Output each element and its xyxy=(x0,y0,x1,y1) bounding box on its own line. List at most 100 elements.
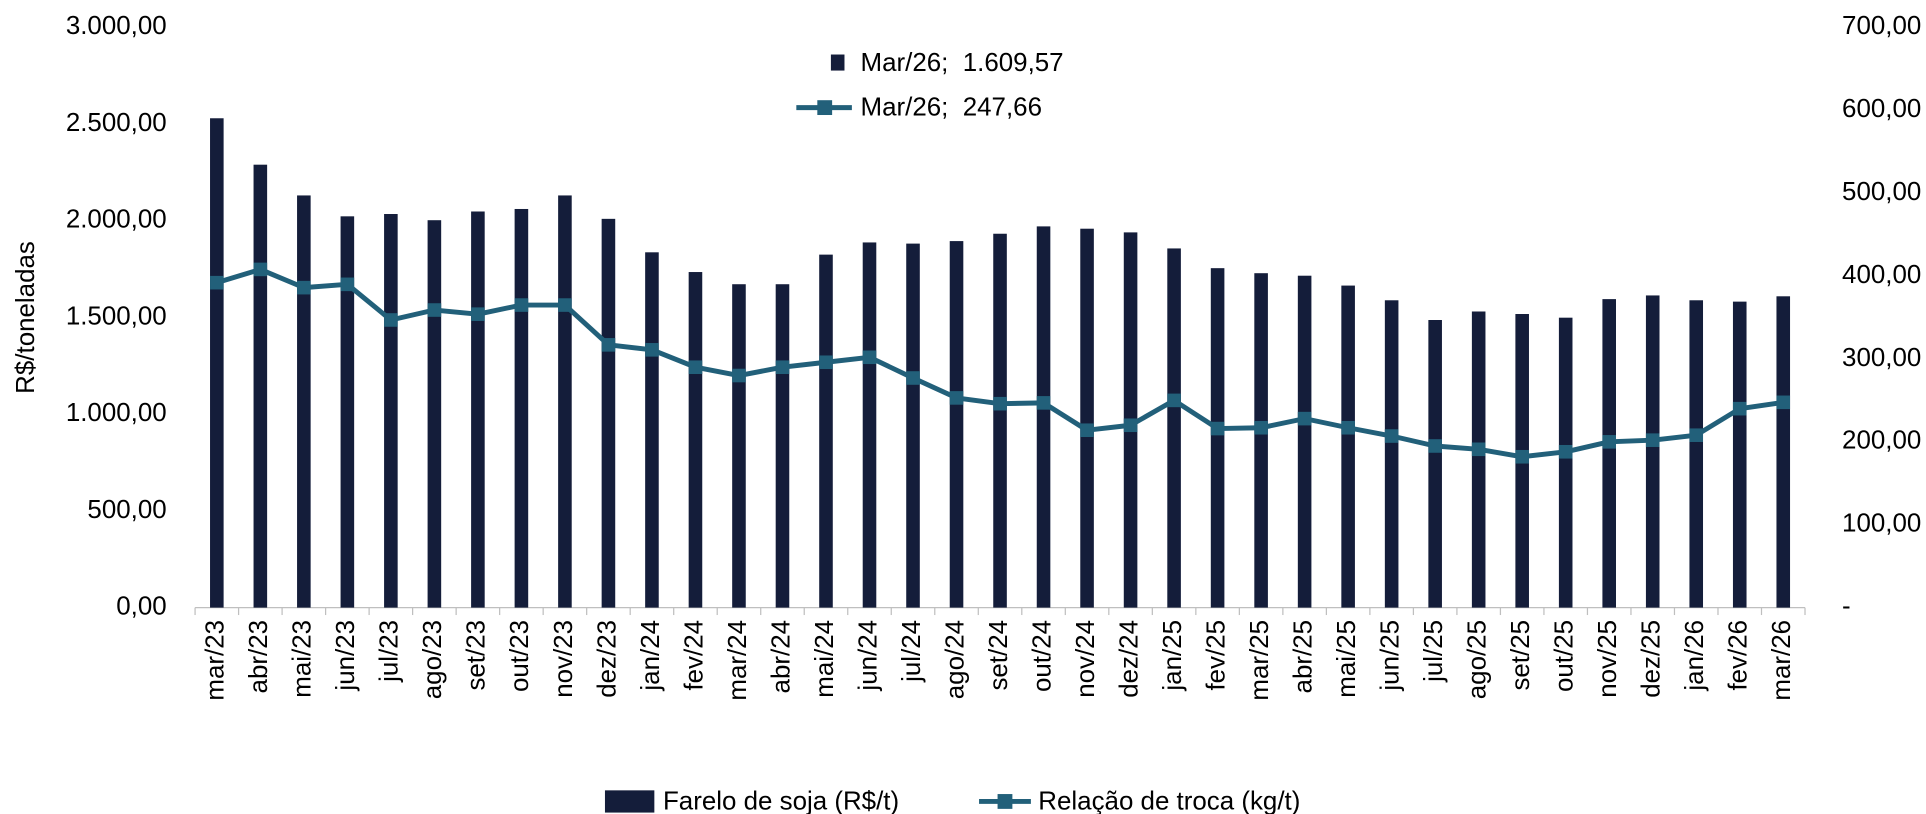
line-marker xyxy=(645,343,659,357)
x-tick-label: out/23 xyxy=(506,620,534,692)
x-tick-label: set/24 xyxy=(985,620,1013,691)
line-marker xyxy=(1123,418,1138,433)
legend-swatch xyxy=(604,790,655,813)
legend-label: Farelo de soja (R$/t) xyxy=(663,788,899,814)
line-marker xyxy=(1254,420,1268,435)
line-marker xyxy=(862,350,877,365)
line-marker xyxy=(1732,401,1747,416)
line-marker xyxy=(1080,423,1094,438)
bar xyxy=(862,242,877,608)
line-marker xyxy=(471,307,485,321)
line-marker xyxy=(1689,428,1704,442)
line-marker xyxy=(949,391,964,405)
line-marker xyxy=(1776,395,1791,410)
x-tick-label: fev/24 xyxy=(680,620,708,691)
bar xyxy=(1036,226,1051,608)
y2-tick-label: 300,00 xyxy=(1842,344,1921,372)
bar xyxy=(427,220,442,608)
line-marker xyxy=(1384,429,1399,443)
line-marker xyxy=(1167,393,1181,408)
bar xyxy=(1210,268,1225,608)
x-tick-label: out/24 xyxy=(1028,620,1056,692)
line-marker xyxy=(1297,411,1312,426)
line-marker xyxy=(993,396,1007,411)
y-tick-label: 2.000,00 xyxy=(66,206,167,234)
line-marker xyxy=(1558,444,1573,459)
annotation-marker xyxy=(830,54,845,71)
y2-tick-label: 500,00 xyxy=(1842,178,1921,206)
y-tick-label: 1.000,00 xyxy=(66,399,167,427)
bar xyxy=(514,208,529,608)
line-marker xyxy=(601,338,616,352)
bar xyxy=(601,218,616,608)
x-tick-label: ago/23 xyxy=(419,620,447,699)
x-tick-label: jan/24 xyxy=(637,620,665,692)
bar xyxy=(1428,320,1442,608)
y-tick-label: 2.500,00 xyxy=(66,109,167,137)
line-marker xyxy=(1515,449,1529,464)
line-marker xyxy=(1210,421,1225,436)
x-tick-label: jun/25 xyxy=(1376,620,1404,692)
bar xyxy=(949,241,964,608)
bar xyxy=(297,195,311,608)
bar xyxy=(1471,311,1486,608)
x-tick-label: set/25 xyxy=(1507,620,1535,691)
x-tick-label: mar/24 xyxy=(724,620,752,701)
x-tick-label: jun/24 xyxy=(854,620,882,692)
x-tick-label: mar/25 xyxy=(1246,620,1274,701)
bar xyxy=(253,164,268,608)
x-tick-label: mar/23 xyxy=(202,620,230,701)
legend-swatch xyxy=(997,794,1013,809)
x-tick-label: mai/23 xyxy=(289,620,317,698)
y-tick-label: 3.000,00 xyxy=(66,12,167,40)
line-marker xyxy=(1602,435,1616,449)
x-tick-label: dez/24 xyxy=(1115,620,1143,698)
bar xyxy=(340,216,355,608)
line-marker xyxy=(1036,396,1051,410)
bar xyxy=(688,272,703,608)
x-tick-label: out/25 xyxy=(1551,620,1579,692)
line-marker xyxy=(427,303,442,317)
bar xyxy=(558,195,572,608)
bar xyxy=(1732,301,1747,608)
x-tick-label: set/23 xyxy=(463,620,491,691)
bar xyxy=(1384,300,1399,608)
x-tick-label: jul/24 xyxy=(898,620,926,683)
y-tick-label: 0,00 xyxy=(116,592,166,620)
y2-tick-label: 600,00 xyxy=(1842,95,1921,123)
y2-tick-label: 200,00 xyxy=(1842,427,1921,455)
line-marker xyxy=(253,262,268,277)
y-tick-label: 1.500,00 xyxy=(66,302,167,330)
bar xyxy=(1080,228,1094,608)
y2-tick-label: 100,00 xyxy=(1842,510,1921,538)
x-tick-label: nov/23 xyxy=(550,620,578,698)
line-marker xyxy=(340,277,355,292)
line-marker xyxy=(514,298,529,312)
x-tick-label: mai/25 xyxy=(1333,620,1361,698)
line-marker xyxy=(384,313,398,327)
line-marker xyxy=(775,360,790,375)
bar xyxy=(993,233,1007,608)
x-tick-label: jul/23 xyxy=(376,620,404,683)
bar xyxy=(384,214,398,608)
annotation: Mar/26; 1.609,57 xyxy=(861,49,1064,77)
x-tick-label: jul/25 xyxy=(1420,620,1448,683)
x-tick-label: abr/23 xyxy=(245,620,273,693)
x-tick-label: ago/24 xyxy=(941,620,969,699)
line-marker xyxy=(732,368,746,383)
bar xyxy=(1776,296,1791,608)
bar xyxy=(1297,275,1312,608)
x-tick-label: ago/25 xyxy=(1464,620,1492,699)
line-marker xyxy=(1471,442,1486,457)
x-tick-label: jun/23 xyxy=(332,620,360,692)
x-tick-label: fev/26 xyxy=(1725,620,1753,691)
line-marker xyxy=(210,275,224,290)
y2-tick-label: 400,00 xyxy=(1842,261,1921,289)
bar xyxy=(1645,295,1660,608)
annotation-marker xyxy=(817,100,833,116)
bar xyxy=(775,284,790,608)
line-marker xyxy=(1645,433,1660,447)
bar xyxy=(906,243,920,608)
line-marker xyxy=(819,355,833,370)
